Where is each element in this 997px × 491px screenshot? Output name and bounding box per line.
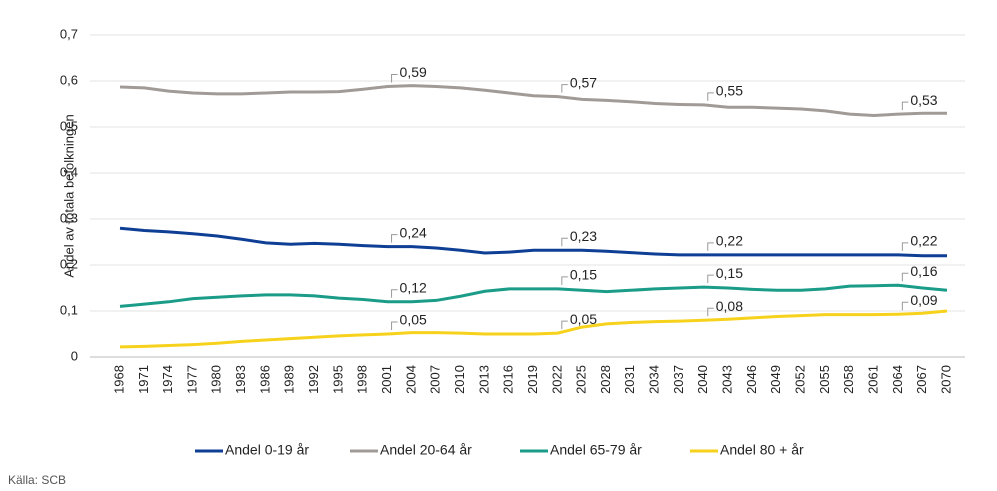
label-leader xyxy=(561,237,568,247)
label-leader xyxy=(391,321,398,330)
data-label: 0,59 xyxy=(400,64,427,80)
x-tick-label: 2052 xyxy=(792,365,807,394)
x-tick-label: 2037 xyxy=(671,365,686,394)
label-leader xyxy=(901,242,909,251)
x-tick-label: 1977 xyxy=(184,365,199,394)
data-label: 0,57 xyxy=(570,74,597,90)
x-tick-label: 2007 xyxy=(428,365,443,394)
data-label: 0,23 xyxy=(570,228,597,244)
y-tick-label: 0 xyxy=(71,348,78,363)
label-leader xyxy=(707,307,714,317)
data-label: 0,15 xyxy=(716,265,743,281)
x-tick-label: 2064 xyxy=(890,365,905,394)
x-tick-label: 1995 xyxy=(330,365,345,394)
y-tick-label: 0,4 xyxy=(60,164,78,179)
x-tick-label: 2043 xyxy=(720,365,735,394)
x-tick-label: 1989 xyxy=(282,365,297,394)
legend-label: Andel 65-79 år xyxy=(550,442,642,458)
data-label: 0,12 xyxy=(400,280,427,296)
x-tick-label: 2034 xyxy=(647,365,662,394)
legend-label: Andel 0-19 år xyxy=(225,442,309,458)
x-tick-label: 2070 xyxy=(938,365,953,394)
y-tick-label: 0,3 xyxy=(60,210,78,225)
label-leader xyxy=(901,301,909,311)
label-leader xyxy=(901,101,909,111)
y-axis-label: Andel av totala befolkningen xyxy=(61,114,76,277)
y-tick-label: 0,1 xyxy=(60,302,78,317)
x-tick-label: 2031 xyxy=(622,365,637,394)
x-tick-label: 2001 xyxy=(379,365,394,394)
data-label: 0,08 xyxy=(716,298,743,314)
x-tick-label: 2004 xyxy=(403,365,418,394)
label-leader xyxy=(391,234,398,243)
x-tick-label: 1998 xyxy=(355,365,370,394)
data-label: 0,53 xyxy=(910,92,937,108)
series-line xyxy=(119,283,948,308)
label-leader xyxy=(707,242,714,251)
y-tick-label: 0,2 xyxy=(60,256,78,271)
data-label: 0,22 xyxy=(910,233,937,249)
x-tick-label: 2058 xyxy=(841,365,856,394)
data-label: 0,55 xyxy=(716,83,743,99)
label-leader xyxy=(561,276,568,285)
x-tick-label: 2028 xyxy=(598,365,613,394)
y-tick-label: 0,7 xyxy=(60,26,78,41)
x-tick-label: 2025 xyxy=(574,365,589,394)
data-label: 0,05 xyxy=(570,311,597,327)
x-tick-label: 2040 xyxy=(695,365,710,394)
legend-label: Andel 20-64 år xyxy=(380,442,472,458)
x-tick-label: 2049 xyxy=(768,365,783,394)
data-label: 0,16 xyxy=(910,263,937,279)
data-label: 0,05 xyxy=(400,312,427,328)
label-leader xyxy=(707,274,714,284)
source-note: Källa: SCB xyxy=(8,473,66,487)
label-leader xyxy=(391,289,398,298)
label-leader xyxy=(901,272,909,282)
label-leader xyxy=(561,320,568,330)
data-label: 0,09 xyxy=(910,292,937,308)
x-tick-label: 2010 xyxy=(452,365,467,394)
x-tick-label: 2046 xyxy=(744,365,759,394)
x-tick-label: 1971 xyxy=(136,365,151,394)
x-tick-label: 1986 xyxy=(257,365,272,394)
data-label: 0,22 xyxy=(716,233,743,249)
x-tick-label: 1983 xyxy=(233,365,248,394)
x-tick-label: 2022 xyxy=(549,365,564,394)
label-leader xyxy=(707,92,714,101)
x-tick-label: 1980 xyxy=(209,365,224,394)
label-leader xyxy=(561,84,568,93)
label-leader xyxy=(391,74,398,83)
x-tick-label: 2055 xyxy=(817,365,832,394)
x-tick-label: 1992 xyxy=(306,365,321,394)
series-line xyxy=(119,309,948,349)
data-label: 0,15 xyxy=(570,267,597,283)
legend-label: Andel 80 + år xyxy=(720,442,804,458)
x-tick-label: 2067 xyxy=(914,365,929,394)
x-tick-label: 2013 xyxy=(476,365,491,394)
x-tick-label: 2061 xyxy=(865,365,880,394)
data-label: 0,24 xyxy=(400,224,427,240)
x-tick-label: 2016 xyxy=(501,365,516,394)
series-line xyxy=(119,84,947,118)
x-tick-label: 2019 xyxy=(525,365,540,394)
series-line xyxy=(119,226,947,258)
y-tick-label: 0,5 xyxy=(60,118,78,133)
x-tick-label: 1968 xyxy=(111,365,126,394)
x-tick-label: 1974 xyxy=(160,365,175,394)
y-tick-label: 0,6 xyxy=(60,72,78,87)
